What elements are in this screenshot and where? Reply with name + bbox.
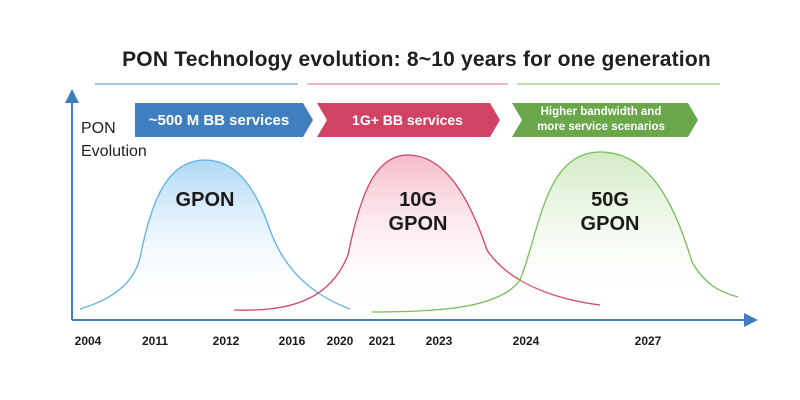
generation-label-line1: 10G <box>399 189 437 211</box>
generation-label-line2: GPON <box>580 213 640 235</box>
banner-bb-500m: ~500 M BB services <box>135 103 303 137</box>
banner-arrow-pink <box>317 103 500 137</box>
gpon-curve-fill <box>80 160 350 309</box>
x-tick-label: 2023 <box>425 334 453 348</box>
generation-label-gpon: GPON <box>155 188 255 212</box>
banner-arrow-blue <box>135 103 313 137</box>
x-tick-label: 2011 <box>141 334 169 348</box>
y-axis-label-line1: PON <box>81 120 116 137</box>
x-tick-label: 2004 <box>74 334 102 348</box>
banner-bb-1g: 1G+ BB services <box>325 103 490 137</box>
generation-label-line2: GPON <box>388 213 448 235</box>
banner-text: ~500 M BB services <box>148 111 290 129</box>
banner-higher-bandwidth: Higher bandwidth and more service scenar… <box>520 103 682 137</box>
generation-label-10g-gpon: 10G GPON <box>368 188 468 236</box>
x-tick-label: 2027 <box>634 334 662 348</box>
generation-label-line1: 50G <box>591 189 629 211</box>
50g-gpon-curve <box>371 151 739 313</box>
generation-label-50g-gpon: 50G GPON <box>560 188 660 236</box>
banner-text: 1G+ BB services <box>352 112 463 128</box>
x-tick-label: 2024 <box>512 334 540 348</box>
x-tick-label: 2020 <box>326 334 354 348</box>
x-tick-label: 2012 <box>212 334 240 348</box>
generation-label-line1: GPON <box>175 189 235 211</box>
x-tick-label: 2016 <box>278 334 306 348</box>
y-axis-label-line2: Evolution <box>81 143 147 160</box>
x-tick-label: 2021 <box>368 334 396 348</box>
banner-arrow-green <box>512 103 698 137</box>
banner-text-line1: Higher bandwidth and <box>540 106 662 118</box>
x-axis-arrowhead <box>744 313 758 327</box>
y-axis-arrowhead <box>65 89 79 103</box>
diagram-title: PON Technology evolution: 8~10 years for… <box>122 48 711 71</box>
50g-gpon-curve-fill <box>372 152 738 312</box>
banner-text-line2: more service scenarios <box>537 121 665 133</box>
gpon-curve <box>79 159 351 310</box>
y-axis-label: PON Evolution <box>81 117 147 163</box>
10g-gpon-curve <box>233 154 601 311</box>
